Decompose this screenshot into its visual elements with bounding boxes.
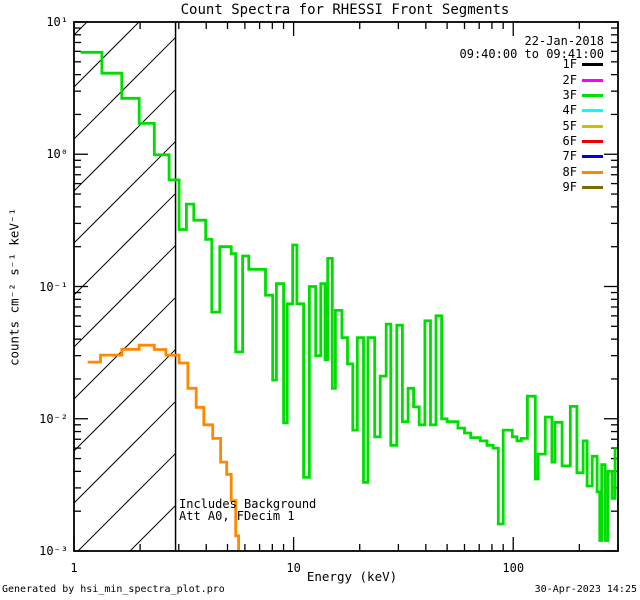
legend-line-swatch-1F [582, 63, 603, 67]
legend-entry-label-9F: 9F [562, 179, 577, 194]
legend-line-swatch-7F [582, 155, 603, 159]
legend-line-swatch-2F [582, 78, 603, 82]
attenuated-region-hatch [74, 22, 176, 551]
y-axis-label: counts cm⁻² s⁻¹ keV⁻¹ [6, 207, 22, 367]
legend-line-swatch-6F [582, 139, 603, 143]
render-timestamp: 30-Apr-2023 14:25 [534, 584, 637, 595]
x-tick-label: 10 [286, 561, 301, 575]
annotation-attenuator-state: Att A0, FDecim 1 [179, 509, 295, 523]
series-8F [87, 343, 240, 551]
x-tick-label: 100 [502, 561, 525, 575]
y-tick-label: 10⁰ [46, 147, 68, 162]
y-tick-label: 10⁻² [39, 411, 68, 426]
legend-entry-label-6F: 6F [562, 133, 577, 148]
legend-entry-label-3F: 3F [562, 87, 577, 102]
plot-border [73, 21, 619, 552]
legend-entry-label-7F: 7F [562, 149, 577, 164]
y-tick-label: 10¹ [46, 15, 68, 29]
legend-line-swatch-8F [582, 170, 603, 174]
legend-entry-label-5F: 5F [562, 118, 577, 133]
legend-entry-label-4F: 4F [562, 103, 577, 118]
annotation-includes-background: Includes Background [179, 497, 317, 511]
y-tick-label: 10⁻¹ [39, 279, 68, 294]
legend-entry-label-2F: 2F [562, 72, 577, 87]
chart-title: Count Spectra for RHESSI Front Segments [180, 2, 510, 18]
legend-line-swatch-4F [582, 109, 603, 113]
observation-date: 22-Jan-2018 [524, 34, 604, 48]
x-axis-label: Energy (keV) [306, 569, 398, 584]
x-tick-label: 1 [70, 561, 78, 575]
legend-line-swatch-3F [582, 93, 603, 97]
legend-entry-label-1F: 1F [562, 57, 577, 72]
legend-line-swatch-5F [582, 124, 603, 128]
y-tick-label: 10⁻³ [39, 544, 68, 558]
observation-time-range: 09:40:00 to 09:41:00 [459, 47, 605, 61]
generator-credit: Generated by hsi_min_spectra_plot.pro [2, 584, 225, 595]
series-3F [80, 50, 617, 542]
legend-line-swatch-9F [582, 185, 603, 189]
legend-entry-label-8F: 8F [562, 164, 577, 179]
